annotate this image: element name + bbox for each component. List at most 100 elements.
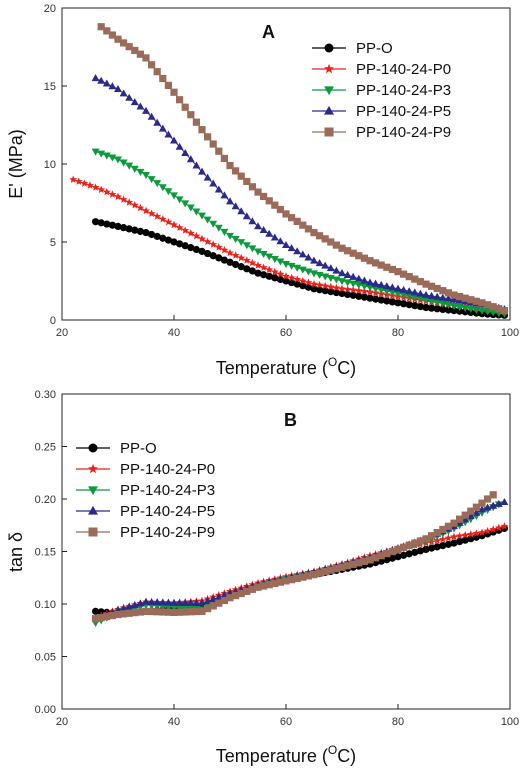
data-point bbox=[198, 212, 206, 220]
data-point bbox=[125, 162, 134, 170]
data-point bbox=[461, 530, 470, 539]
data-point bbox=[472, 297, 480, 305]
y-tick-label: 0.15 bbox=[35, 547, 56, 559]
data-point bbox=[270, 233, 279, 241]
data-point bbox=[422, 280, 430, 288]
data-point bbox=[108, 190, 117, 198]
data-point bbox=[74, 177, 83, 185]
legend-item: PP-O bbox=[76, 440, 157, 457]
data-point bbox=[103, 220, 111, 228]
data-point bbox=[349, 291, 357, 299]
data-point bbox=[103, 613, 111, 621]
data-point bbox=[254, 222, 262, 230]
legend-label: PP-140-24-P3 bbox=[356, 82, 451, 99]
data-point bbox=[91, 74, 100, 82]
data-point bbox=[91, 183, 100, 191]
data-point bbox=[215, 147, 223, 155]
data-point bbox=[377, 296, 385, 304]
data-point bbox=[136, 608, 144, 616]
ticks-b: 20 40 60 80 100 0.00 0.05 0.10 0.15 0.20 0.25 0.30 bbox=[35, 389, 520, 728]
data-point bbox=[232, 592, 240, 600]
data-point bbox=[466, 512, 475, 520]
data-point bbox=[400, 300, 408, 308]
data-point bbox=[220, 596, 228, 605]
legend-a: PP-O PP-140-24-P0 PP-140-24-P3 PP-140-24-P5… bbox=[312, 40, 451, 141]
data-point bbox=[276, 270, 285, 278]
y-tick-label: 5 bbox=[50, 237, 56, 249]
x-tick-label: 100 bbox=[501, 716, 519, 728]
data-point bbox=[287, 244, 296, 252]
data-point bbox=[231, 251, 240, 259]
data-point bbox=[349, 285, 358, 294]
data-point bbox=[148, 230, 156, 239]
data-point bbox=[405, 550, 413, 558]
data-point bbox=[271, 274, 279, 282]
data-point bbox=[181, 200, 190, 208]
data-point bbox=[114, 192, 122, 201]
data-point bbox=[304, 268, 313, 276]
data-point bbox=[282, 240, 290, 248]
data-point bbox=[108, 221, 116, 229]
data-point bbox=[237, 239, 246, 247]
data-point bbox=[360, 557, 368, 565]
data-point bbox=[108, 154, 117, 162]
data-point bbox=[103, 27, 111, 35]
data-point bbox=[136, 227, 144, 235]
legend-label: PP-140-24-P5 bbox=[356, 103, 451, 120]
data-point bbox=[114, 610, 122, 619]
data-point bbox=[271, 579, 279, 588]
data-point bbox=[209, 602, 217, 610]
x-tick-label: 20 bbox=[56, 716, 68, 728]
data-point bbox=[483, 526, 492, 535]
data-point bbox=[265, 197, 273, 205]
data-point bbox=[326, 264, 335, 272]
legend-label: PP-O bbox=[120, 440, 157, 457]
data-point bbox=[472, 306, 481, 314]
data-point bbox=[450, 291, 458, 299]
data-point bbox=[450, 295, 458, 303]
data-point bbox=[170, 598, 178, 606]
data-point bbox=[416, 547, 424, 555]
data-point bbox=[484, 301, 492, 309]
data-point bbox=[181, 608, 189, 616]
x-tick-label: 40 bbox=[168, 327, 180, 339]
data-point bbox=[438, 293, 447, 301]
data-point bbox=[388, 298, 396, 306]
data-point bbox=[416, 537, 424, 545]
data-point bbox=[316, 232, 324, 240]
panel-label-a: A bbox=[262, 22, 275, 42]
data-point bbox=[467, 296, 475, 304]
x-tick-label: 20 bbox=[56, 327, 68, 339]
data-point bbox=[394, 545, 402, 553]
legend-marker bbox=[324, 43, 334, 53]
y-tick-label: 0.30 bbox=[35, 389, 56, 401]
data-point bbox=[422, 290, 430, 298]
data-point bbox=[232, 260, 240, 269]
legend-label: PP-140-24-P0 bbox=[356, 61, 451, 78]
data-point bbox=[411, 275, 419, 283]
data-point bbox=[254, 583, 262, 591]
data-point bbox=[130, 201, 139, 209]
data-point bbox=[304, 225, 312, 233]
data-point bbox=[439, 525, 447, 534]
data-point bbox=[310, 279, 318, 288]
data-point bbox=[456, 515, 464, 523]
data-point bbox=[170, 238, 178, 246]
data-point bbox=[142, 229, 150, 237]
data-point bbox=[181, 598, 190, 606]
data-point bbox=[489, 501, 498, 509]
data-point bbox=[338, 563, 346, 571]
data-point bbox=[494, 499, 503, 507]
data-point bbox=[405, 273, 413, 281]
y-axis-label-a: E' (MPa) bbox=[6, 129, 26, 198]
data-point bbox=[377, 552, 385, 560]
data-point bbox=[405, 301, 413, 309]
data-point bbox=[198, 234, 206, 243]
data-point bbox=[130, 98, 139, 106]
y-tick-label: 20 bbox=[44, 3, 56, 15]
data-point bbox=[299, 221, 307, 229]
data-point bbox=[176, 96, 184, 104]
data-point bbox=[147, 209, 156, 217]
data-point bbox=[327, 566, 335, 574]
data-point bbox=[467, 507, 475, 515]
